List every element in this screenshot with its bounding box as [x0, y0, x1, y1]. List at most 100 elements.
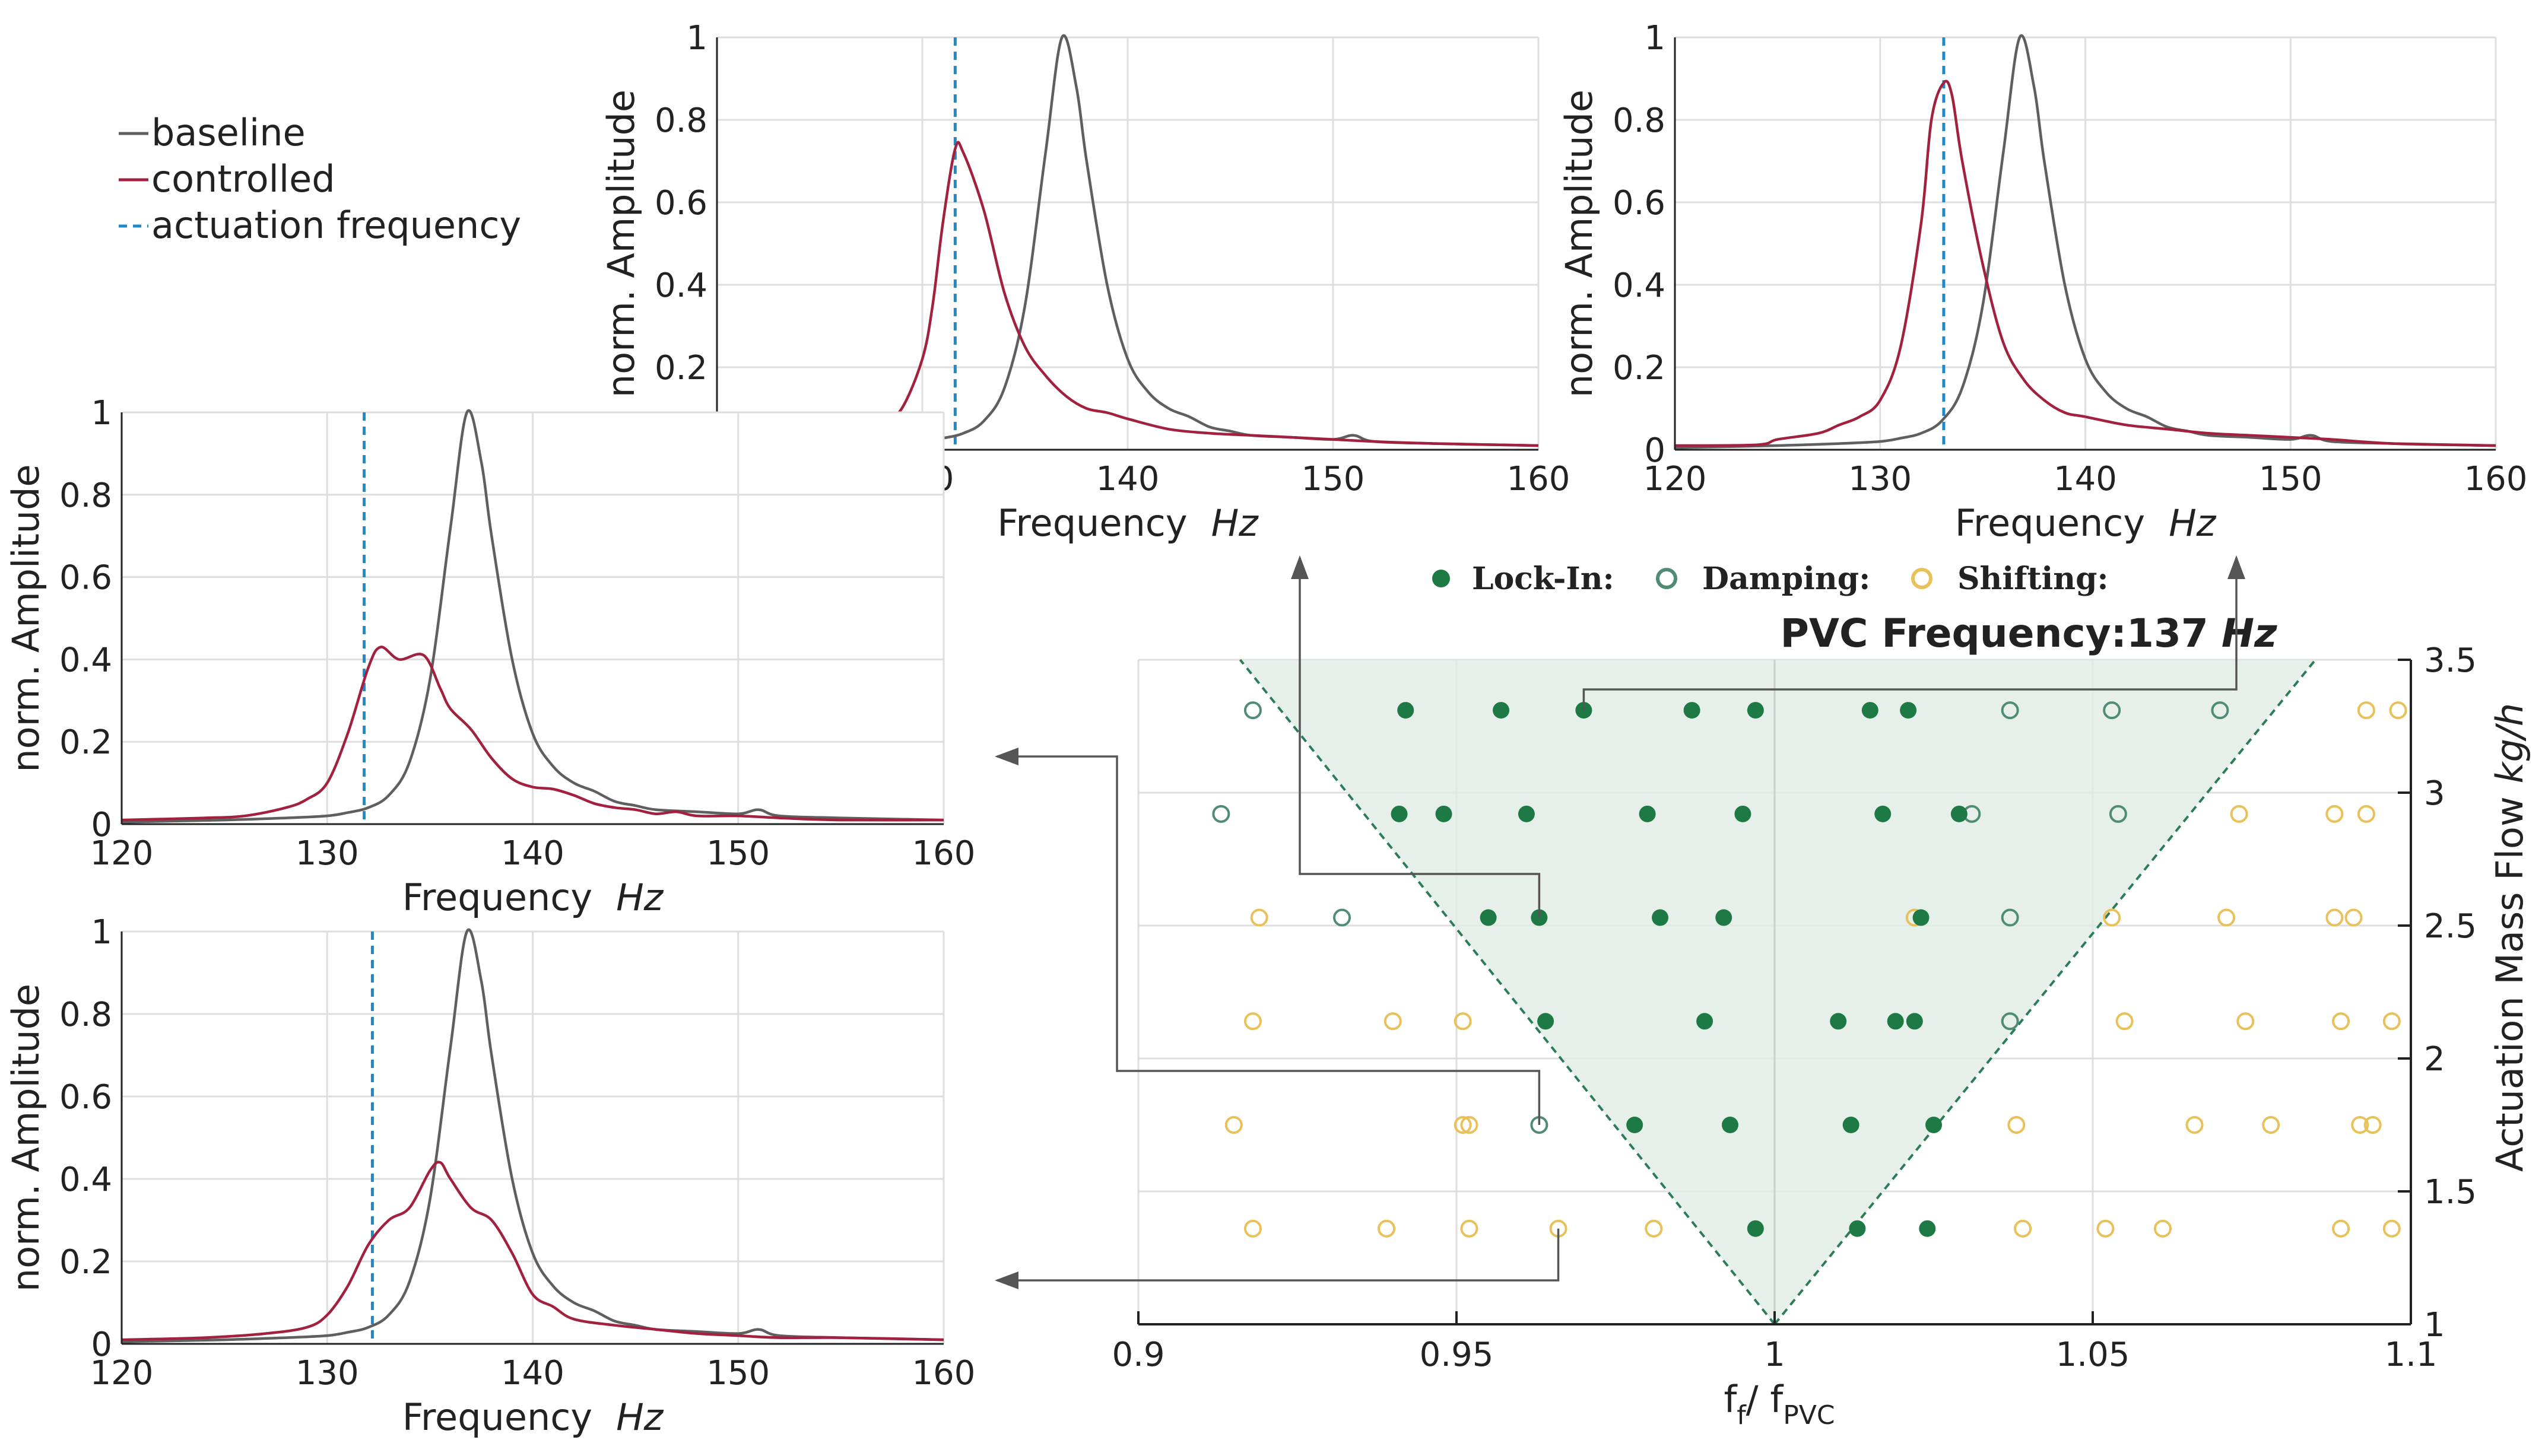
x-axis-label: Frequency Hz	[402, 876, 664, 919]
lockin-map-panel: PVC Frequency:137 Hz Lock-In: Damping: Sh…	[1112, 561, 2531, 1430]
shifting-point	[1645, 1219, 1663, 1238]
lockin-point	[1861, 702, 1878, 719]
map-xlabel-sub-1: f	[1737, 1400, 1747, 1430]
x-tick-label: 140	[2054, 460, 2117, 498]
y-tick-label: 0	[91, 806, 112, 844]
arrow-to-bottom-left	[995, 1228, 1560, 1289]
y-tick-label: 0.4	[655, 266, 707, 305]
lockin-point	[1639, 805, 1656, 822]
baseline-series-line	[121, 409, 944, 824]
y-tick-label: 0.8	[655, 101, 707, 140]
lockin-point	[1887, 1013, 1904, 1030]
lockin-point	[1652, 909, 1669, 926]
connector-arrows	[995, 555, 2245, 1289]
x-tick-label: 160	[2464, 460, 2528, 498]
y-tick-label: 0	[91, 1325, 112, 1364]
x-tick-label: 120	[90, 834, 154, 873]
controlled-series-line	[121, 646, 944, 822]
lockin-boundary-left	[1239, 659, 1776, 1325]
shifting-point	[2217, 908, 2236, 927]
x-tick-label: 1	[1764, 1336, 1785, 1374]
y-tick-label: 0.4	[1613, 266, 1665, 305]
shifting-point	[1460, 1219, 1478, 1238]
map-title: PVC Frequency:137 Hz	[1781, 611, 2278, 656]
map-xlabel-sub-2: PVC	[1783, 1400, 1835, 1430]
controlled-series-line	[1674, 80, 2496, 447]
y-tick-label: 0.2	[655, 349, 707, 387]
spectrum-panel-top-right: 120 130 140 150 160 0 0.2 0.4 0.6 0.8 1 Frequency Hz…	[1557, 19, 2527, 545]
arrow-to-top-left	[1291, 555, 1541, 918]
lockin-point	[1683, 702, 1700, 719]
spectrum-panel-bottom-left: 120 130 140 150 160 0 0.2 0.4 0.6 0.8 1 Frequency Hz…	[4, 913, 975, 1439]
lockin-point	[1874, 805, 1892, 822]
y-tick-label: 0.2	[59, 1243, 112, 1282]
lockin-point	[1537, 1013, 1554, 1030]
map-xlabel-mid: / f	[1746, 1378, 1785, 1421]
lockin-point	[1435, 805, 1452, 822]
y-tick-label: 0	[1644, 431, 1665, 470]
shifting-point	[1243, 1012, 1262, 1031]
y-tick-label: 1	[91, 394, 112, 433]
y-axis-label: norm. Amplitude	[1557, 90, 1601, 398]
y-tick-label: 0.8	[59, 996, 112, 1034]
lockin-point	[1397, 702, 1414, 719]
spectrum-panel-mid-left: 120 130 140 150 160 0 0.2 0.4 0.6 0.8 1 Frequency Hz…	[4, 394, 975, 919]
y-tick-label: 1.5	[2424, 1173, 2477, 1212]
x-axis-label-text: Frequency	[997, 501, 1187, 545]
y-axis-label: norm. Amplitude	[599, 90, 643, 398]
shifting-point	[1460, 1116, 1478, 1134]
x-tick-label: 160	[912, 834, 976, 873]
x-tick-label: 150	[706, 1354, 770, 1393]
legend-controlled-label: controlled	[151, 157, 335, 201]
lockin-point	[1919, 1220, 1936, 1237]
lockin-point	[1830, 1013, 1847, 1030]
y-tick-label: 0.8	[1613, 101, 1665, 140]
legend-baseline-label: baseline	[151, 111, 306, 154]
y-tick-label: 0.2	[59, 723, 112, 762]
x-tick-label: 130	[296, 1354, 359, 1393]
shifting-point	[2007, 1116, 2026, 1134]
damping-point	[2103, 701, 2121, 720]
shifting-point	[2262, 1116, 2280, 1134]
map-title-unit: Hz	[2222, 611, 2277, 656]
lockin-point	[1626, 1117, 1643, 1133]
lockin-region	[1240, 660, 2316, 1324]
shifting-point	[1224, 1116, 1243, 1134]
y-tick-label: 3	[2424, 774, 2445, 813]
map-ylabel-text: Actuation Mass Flow	[2488, 796, 2531, 1172]
y-tick-label: 2.5	[2424, 907, 2477, 946]
shifting-point	[2096, 1219, 2115, 1238]
y-tick-label: 0.6	[59, 559, 112, 597]
y-tick-label: 0.2	[1613, 349, 1665, 387]
x-tick-label: 1.05	[2056, 1336, 2130, 1374]
shifting-point	[2351, 1116, 2369, 1134]
y-tick-label: 1	[91, 913, 112, 952]
lockin-point	[1950, 805, 1968, 822]
shifting-point	[2382, 1219, 2401, 1238]
lockin-point	[1900, 702, 1917, 719]
y-tick-label: 1	[1644, 19, 1665, 58]
arrow-to-top-right	[1582, 555, 2245, 711]
shifting-point	[1243, 1219, 1262, 1238]
controlled-series-line	[121, 1161, 944, 1341]
x-tick-label: 0.95	[1420, 1336, 1494, 1374]
x-tick-label: 120	[90, 1354, 154, 1393]
damping-point	[2001, 908, 2019, 927]
x-axis-label-text: Frequency	[402, 876, 592, 919]
shifting-point	[2332, 1012, 2350, 1031]
shifting-point	[2332, 1219, 2350, 1238]
map-legend: Lock-In: Damping: Shifting:	[1432, 561, 2109, 597]
shifting-point	[2325, 908, 2344, 927]
x-axis-label: Frequency Hz	[997, 501, 1259, 545]
map-ylabel: Actuation Mass Flow kg/h	[2488, 703, 2531, 1172]
lockin-point	[1747, 1220, 1764, 1237]
x-tick-label: 130	[296, 834, 359, 873]
x-tick-label: 150	[2259, 460, 2322, 498]
shifting-point	[2014, 1219, 2032, 1238]
x-axis-label-text: Frequency	[1955, 501, 2145, 545]
x-tick-label: 150	[1302, 460, 1365, 498]
damping-point	[1212, 805, 1230, 823]
map-xlabel: ff/ fPVC	[1724, 1378, 1835, 1430]
shifting-point	[2103, 908, 2121, 927]
